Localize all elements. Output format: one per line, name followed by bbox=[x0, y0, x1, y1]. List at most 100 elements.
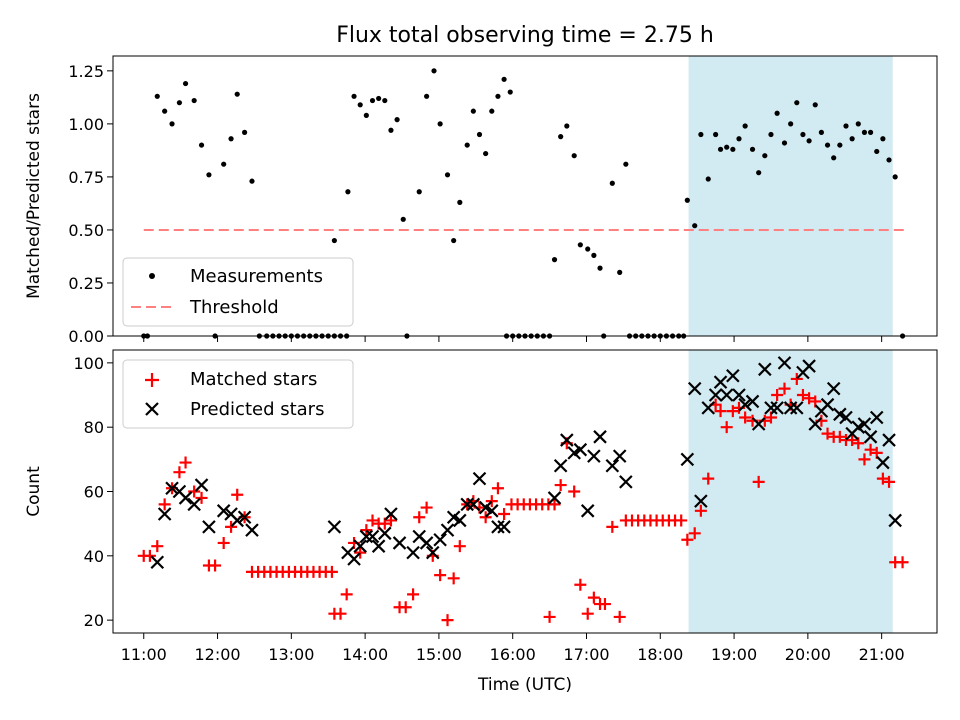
y-tick-label: 0.75 bbox=[68, 168, 104, 187]
measurement-point bbox=[812, 102, 818, 108]
measurement-point bbox=[818, 129, 824, 135]
measurement-point bbox=[182, 80, 189, 87]
matched-star-point bbox=[896, 556, 909, 569]
matched-star-point bbox=[151, 540, 164, 553]
matched-star-point bbox=[366, 514, 379, 527]
predicted-star-point bbox=[701, 401, 716, 415]
predicted-star-point bbox=[547, 491, 562, 505]
measurement-point bbox=[345, 189, 351, 195]
chart-title: Flux total observing time = 2.75 h bbox=[336, 23, 714, 48]
predicted-star-point bbox=[150, 555, 165, 570]
predicted-star-point bbox=[826, 381, 841, 396]
matched-star-point bbox=[441, 614, 454, 627]
y-tick-label: 80 bbox=[84, 418, 104, 437]
matched-star-point bbox=[554, 479, 567, 492]
measurement-point bbox=[768, 131, 774, 138]
predicted-star-point bbox=[593, 430, 607, 444]
measurement-point bbox=[564, 123, 570, 129]
measurement-point bbox=[416, 189, 422, 195]
measurement-point bbox=[724, 144, 730, 150]
matched-star-point bbox=[217, 536, 230, 549]
predicted-star-point bbox=[497, 520, 511, 534]
x-tick-label: 14:00 bbox=[342, 645, 388, 664]
measurement-point bbox=[837, 142, 843, 148]
ratio-axes-frame bbox=[112, 55, 938, 337]
predicted-star-point bbox=[553, 458, 568, 473]
matched-star-point bbox=[491, 482, 504, 495]
x-tick-label: 21:00 bbox=[859, 645, 905, 664]
matched-star-point bbox=[720, 421, 733, 434]
count-legend-box bbox=[122, 359, 354, 429]
measurement-point bbox=[431, 68, 437, 74]
matched-star-point bbox=[702, 472, 715, 485]
predicted-star-point bbox=[425, 545, 440, 560]
predicted-star-point bbox=[165, 481, 179, 496]
x-tick-label: 13:00 bbox=[268, 645, 314, 664]
measurement-point bbox=[495, 93, 501, 99]
measurement-point bbox=[234, 91, 240, 97]
measurement-point bbox=[351, 93, 357, 99]
measurement-point bbox=[382, 97, 388, 104]
measurement-point bbox=[585, 246, 591, 252]
measurement-point bbox=[861, 129, 868, 135]
measurement-point bbox=[176, 100, 183, 106]
predicted-star-point bbox=[619, 475, 633, 489]
predicted-star-point bbox=[680, 452, 695, 467]
matched-star-point bbox=[334, 607, 347, 620]
matched-star-point bbox=[384, 514, 397, 527]
count-y-label: Count bbox=[24, 466, 44, 517]
matched-star-point bbox=[173, 466, 186, 479]
measurement-point bbox=[609, 180, 615, 186]
predicted-star-point bbox=[790, 401, 804, 415]
predicted-star-point bbox=[820, 397, 835, 412]
predicted-star-point bbox=[560, 433, 574, 447]
matched-star-point bbox=[568, 485, 581, 498]
ratio-panel: 0.00 0.25 0.50 0.75 1.00 1.25 Matched/Predict… bbox=[24, 55, 938, 346]
matched-star-point bbox=[752, 475, 765, 488]
count-highlight-band bbox=[688, 350, 893, 633]
predicted-star-point bbox=[738, 397, 752, 412]
measurement-point bbox=[684, 197, 690, 203]
predicted-star-point bbox=[882, 433, 896, 447]
matched-star-point bbox=[188, 485, 201, 498]
measurement-point bbox=[874, 148, 880, 155]
measurement-point bbox=[483, 150, 489, 157]
predicted-star-point bbox=[406, 545, 420, 560]
predicted-star-point bbox=[802, 359, 816, 373]
matched-star-point bbox=[587, 591, 600, 604]
matched-star-point bbox=[407, 588, 420, 601]
measurement-point bbox=[241, 129, 248, 135]
matched-star-point bbox=[833, 430, 846, 443]
predicted-star-point bbox=[359, 529, 374, 544]
matched-star-point bbox=[883, 475, 896, 488]
predicted-star-point bbox=[764, 401, 778, 415]
measurement-point bbox=[692, 223, 698, 229]
x-axis-label: Time (UTC) bbox=[477, 675, 572, 695]
predicted-star-point bbox=[384, 507, 398, 521]
matched-star-point bbox=[598, 598, 611, 611]
matched-star-point bbox=[726, 405, 739, 418]
matched-star-point bbox=[231, 488, 244, 501]
measurement-point bbox=[162, 108, 168, 114]
matched-star-point bbox=[195, 491, 208, 504]
ratio-highlight-band bbox=[688, 56, 893, 336]
predicted-star-point bbox=[726, 368, 740, 383]
legend-predicted-label: Predicted stars bbox=[190, 399, 324, 420]
measurement-point bbox=[623, 161, 629, 167]
measurement-point bbox=[794, 100, 800, 106]
matched-star-point bbox=[158, 498, 171, 511]
matched-star-point bbox=[778, 382, 791, 395]
matched-star-point bbox=[796, 389, 809, 402]
y-tick-label: 1.25 bbox=[68, 62, 104, 81]
legend-matched-marker bbox=[145, 373, 159, 387]
matched-star-point bbox=[225, 520, 238, 533]
matched-star-point bbox=[413, 511, 426, 524]
matched-star-point bbox=[688, 527, 701, 540]
measurement-point bbox=[886, 157, 892, 163]
legend-predicted-marker bbox=[145, 402, 159, 416]
matched-star-point bbox=[574, 578, 587, 591]
matched-star-point bbox=[803, 392, 816, 405]
matched-star-point bbox=[420, 501, 433, 514]
predicted-star-point bbox=[371, 539, 386, 553]
